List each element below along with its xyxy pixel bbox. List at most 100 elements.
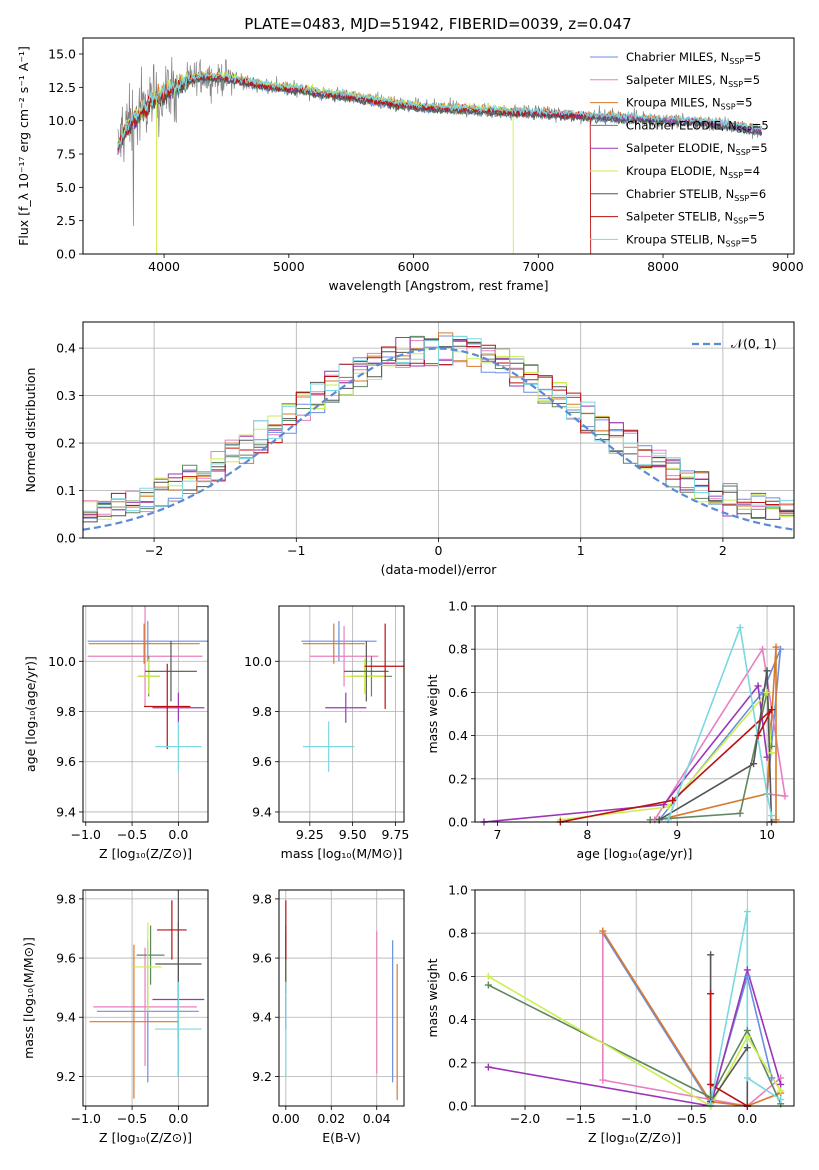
mass-weight-vs-age-series-line [483, 683, 768, 822]
spectrum-legend: Chabrier MILES, NSSP=5 Salpeter MILES, NS… [590, 50, 769, 248]
spectrum-xtick-label: 9000 [772, 259, 804, 274]
mass-weight-vs-Z-ytick-label: 0.2 [448, 1055, 468, 1070]
mass-weight-vs-Z-point-marker [743, 1044, 751, 1052]
spectrum-panel: 4000 5000 6000 7000 8000 9000 0.0 2.5 5.0 7.5 10.0… [16, 37, 804, 293]
mass-vs-Z-ytick-label: 9.4 [56, 1010, 76, 1025]
legend-nssp: =6 [749, 187, 766, 201]
mass-weight-vs-Z-plot-area [487, 911, 782, 1106]
residuals-xtick-label: 2 [719, 543, 727, 558]
residuals-ylabel: Normed distribution [23, 368, 38, 493]
age-vs-Z-ytick-label: 9.8 [56, 704, 76, 719]
mass-weight-vs-age-point-marker [754, 682, 762, 690]
mass-weight-vs-Z-point-marker [743, 1026, 751, 1034]
mass-weight-vs-age-point-marker [736, 809, 744, 817]
legend-entry: Kroupa ELODIE, NSSP=4 [626, 164, 760, 180]
panels-layer: 4000 5000 6000 7000 8000 90000.02.55.07.510.0… [16, 37, 804, 1145]
spectrum-xtick-label: 4000 [148, 259, 180, 274]
age-vs-Z-ytick-label: 10.0 [48, 654, 76, 669]
mass-weight-vs-Z-point-marker [599, 1076, 607, 1084]
spectrum-ytick-label: 5.0 [56, 180, 76, 195]
mass-vs-Z-ytick-label: 9.6 [56, 951, 76, 966]
mass-weight-vs-age-point-marker [763, 667, 771, 675]
mass-vs-EBV-panel: 0.00 0.02 0.04 9.2 9.4 9.6 9.8 E(B-V) [252, 889, 405, 1145]
legend-entry: Chabrier STELIB, NSSP=6 [626, 187, 766, 203]
mass-weight-vs-Z-series-line [487, 975, 782, 1106]
mass-weight-vs-age-point-marker [781, 792, 789, 800]
spectrum-xtick-label: 5000 [273, 259, 305, 274]
mass-vs-EBV-xtick-label: 0.02 [317, 1111, 345, 1126]
age-vs-mass-frame [278, 605, 405, 823]
mass-weight-vs-age-ytick-label: 0.2 [448, 771, 468, 786]
mass-weight-vs-age-ytick-label: 0.0 [448, 815, 468, 830]
residuals-ytick-label: 0.1 [56, 483, 76, 498]
mass-weight-vs-Z-point-marker [484, 981, 492, 989]
mass-weight-vs-Z-xtick-label: −0.5 [677, 1111, 707, 1126]
mass-weight-vs-age-point-marker [736, 624, 744, 632]
spectrum-model-line [117, 75, 763, 150]
residual-hist-step [83, 336, 794, 512]
mass-weight-vs-Z-point-marker [599, 927, 607, 935]
mass-weight-vs-Z-point-marker [743, 908, 751, 916]
legend-nssp: =5 [752, 118, 769, 132]
mass-weight-vs-Z-ytick-label: 1.0 [448, 883, 468, 898]
residuals-xtick-label: 0 [435, 543, 443, 558]
mass-weight-vs-age-point-marker [763, 753, 771, 761]
age-vs-mass-ytick-label: 10.0 [244, 654, 272, 669]
mass-weight-vs-Z-point-marker [743, 966, 751, 974]
mass-vs-EBV-ytick-label: 9.6 [252, 951, 272, 966]
age-vs-mass-plot-area [301, 621, 404, 772]
age-vs-mass-xtick-label: 9.75 [382, 827, 410, 842]
spectrum-ytick-label: 0.0 [56, 247, 76, 262]
legend-entry: Chabrier MILES, NSSP=5 [626, 50, 761, 66]
mass-weight-vs-age-ytick-label: 1.0 [448, 599, 468, 614]
age-vs-Z-ytick-label: 9.4 [56, 804, 76, 819]
mass-weight-vs-age-point-marker [777, 645, 785, 653]
legend-subscript: SSP [734, 194, 749, 203]
mass-weight-vs-age-xtick-label: 9 [673, 827, 681, 842]
mass-weight-vs-Z-point-marker [484, 972, 492, 980]
mass-weight-vs-age-series-line [667, 624, 773, 821]
mass-weight-vs-age-xtick-label: 10 [759, 827, 775, 842]
legend-nssp: =5 [744, 50, 761, 64]
mass-weight-vs-Z-ytick-label: 0.6 [448, 969, 468, 984]
mass-weight-vs-age-xlabel: age [log₁₀(age/yr)] [577, 846, 693, 861]
mass-weight-vs-Z-point-marker [743, 1033, 751, 1041]
age-vs-mass-xtick-label: 9.50 [339, 827, 367, 842]
residuals-frame [82, 321, 795, 539]
residuals-ytick-label: 0.3 [56, 388, 76, 403]
age-vs-mass-ytick-label: 9.8 [252, 704, 272, 719]
residuals-panel: −2 −1 0 1 2 0.0 0.1 0.2 0.3 0.4 (data-model)/error… [23, 321, 795, 577]
legend-nssp: =5 [736, 96, 753, 110]
mass-weight-vs-Z-point-marker [777, 1087, 785, 1095]
mass-weight-vs-Z-point-marker [707, 990, 715, 998]
legend-nssp: =5 [741, 232, 758, 246]
mass-vs-EBV-ytick-label: 9.4 [252, 1010, 272, 1025]
residuals-plot-area [83, 332, 794, 531]
mass-weight-vs-age-xtick-label: 7 [493, 827, 501, 842]
mass-weight-vs-age-point-marker [754, 732, 762, 740]
mass-vs-Z-plot-area [89, 890, 205, 1099]
mass-weight-vs-age-point-marker [763, 790, 771, 798]
mass-weight-vs-age-ylabel: mass weight [425, 674, 440, 753]
mass-weight-vs-Z-xtick-label: −2.0 [510, 1111, 540, 1126]
mass-weight-vs-age-panel: 7 8 9 10 0.0 0.2 0.4 0.6 0.8 1.0 age [log₁₀(age/yr… [425, 599, 795, 861]
spectrum-ytick-label: 2.5 [56, 213, 76, 228]
mass-weight-vs-Z-series-line [709, 911, 782, 1104]
mass-weight-vs-age-ytick-label: 0.8 [448, 642, 468, 657]
age-vs-Z-ylabel: age [log₁₀(age/yr)] [23, 656, 38, 772]
mass-weight-vs-Z-ytick-label: 0.8 [448, 926, 468, 941]
mass-weight-vs-Z-xtick-label: −1.0 [621, 1111, 651, 1126]
mass-weight-vs-age-point-marker [660, 801, 668, 809]
mass-weight-vs-Z-series-line [602, 930, 781, 1106]
mass-weight-vs-age-point-marker [669, 796, 677, 804]
mass-weight-vs-Z-point-marker [777, 1096, 785, 1104]
mass-weight-vs-age-xtick-label: 8 [583, 827, 591, 842]
age-vs-Z-xtick-label: −0.5 [117, 827, 147, 842]
legend-subscript: SSP [733, 217, 748, 226]
gaussian-legend-label: 𝒩(0, 1) [731, 336, 777, 351]
spectrum-xtick-label: 7000 [522, 259, 554, 274]
mass-weight-vs-age-point-marker [763, 688, 771, 696]
mass-weight-vs-Z-series-line [488, 966, 782, 1106]
residuals-xtick-label: −2 [145, 543, 163, 558]
legend-entry: Kroupa STELIB, NSSP=5 [626, 232, 757, 248]
